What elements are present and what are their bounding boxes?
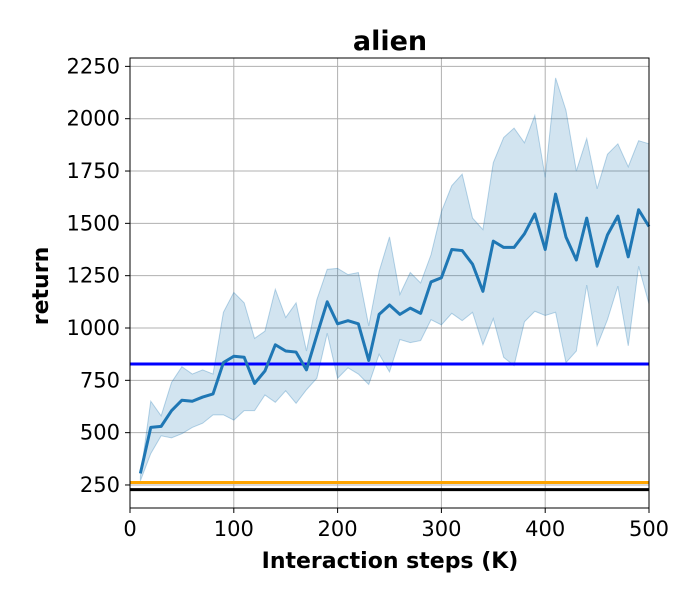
x-tick-label: 100	[214, 517, 254, 541]
y-tick-label: 2000	[67, 107, 120, 131]
y-axis-label: return	[29, 247, 54, 325]
y-tick-label: 1500	[67, 211, 120, 235]
x-tick-label: 0	[123, 517, 136, 541]
x-tick-label: 500	[629, 517, 669, 541]
x-tick-label: 300	[421, 517, 461, 541]
mean-return-line	[138, 192, 651, 474]
plot-frame	[129, 57, 650, 509]
series-line-layer	[138, 192, 651, 474]
chart-title: alien	[353, 26, 427, 57]
x-axis-label: Interaction steps (K)	[262, 549, 519, 574]
reference-lines-layer	[130, 362, 649, 492]
y-tick-label: 2250	[67, 54, 120, 78]
y-tick-label: 500	[80, 421, 120, 445]
x-tick-label: 400	[525, 517, 565, 541]
y-tick-label: 250	[80, 473, 120, 497]
confidence-band-layer	[139, 77, 650, 481]
y-tick-label: 1000	[67, 316, 120, 340]
x-tick-label: 200	[318, 517, 358, 541]
confidence-band	[139, 77, 650, 481]
y-tick-label: 1750	[67, 159, 120, 183]
y-tick-label: 750	[80, 368, 120, 392]
ticks-layer: 0 100 200 300 400 500 250 500 750 1000 1250 1500 175…	[67, 54, 670, 541]
y-tick-label: 1250	[67, 264, 120, 288]
